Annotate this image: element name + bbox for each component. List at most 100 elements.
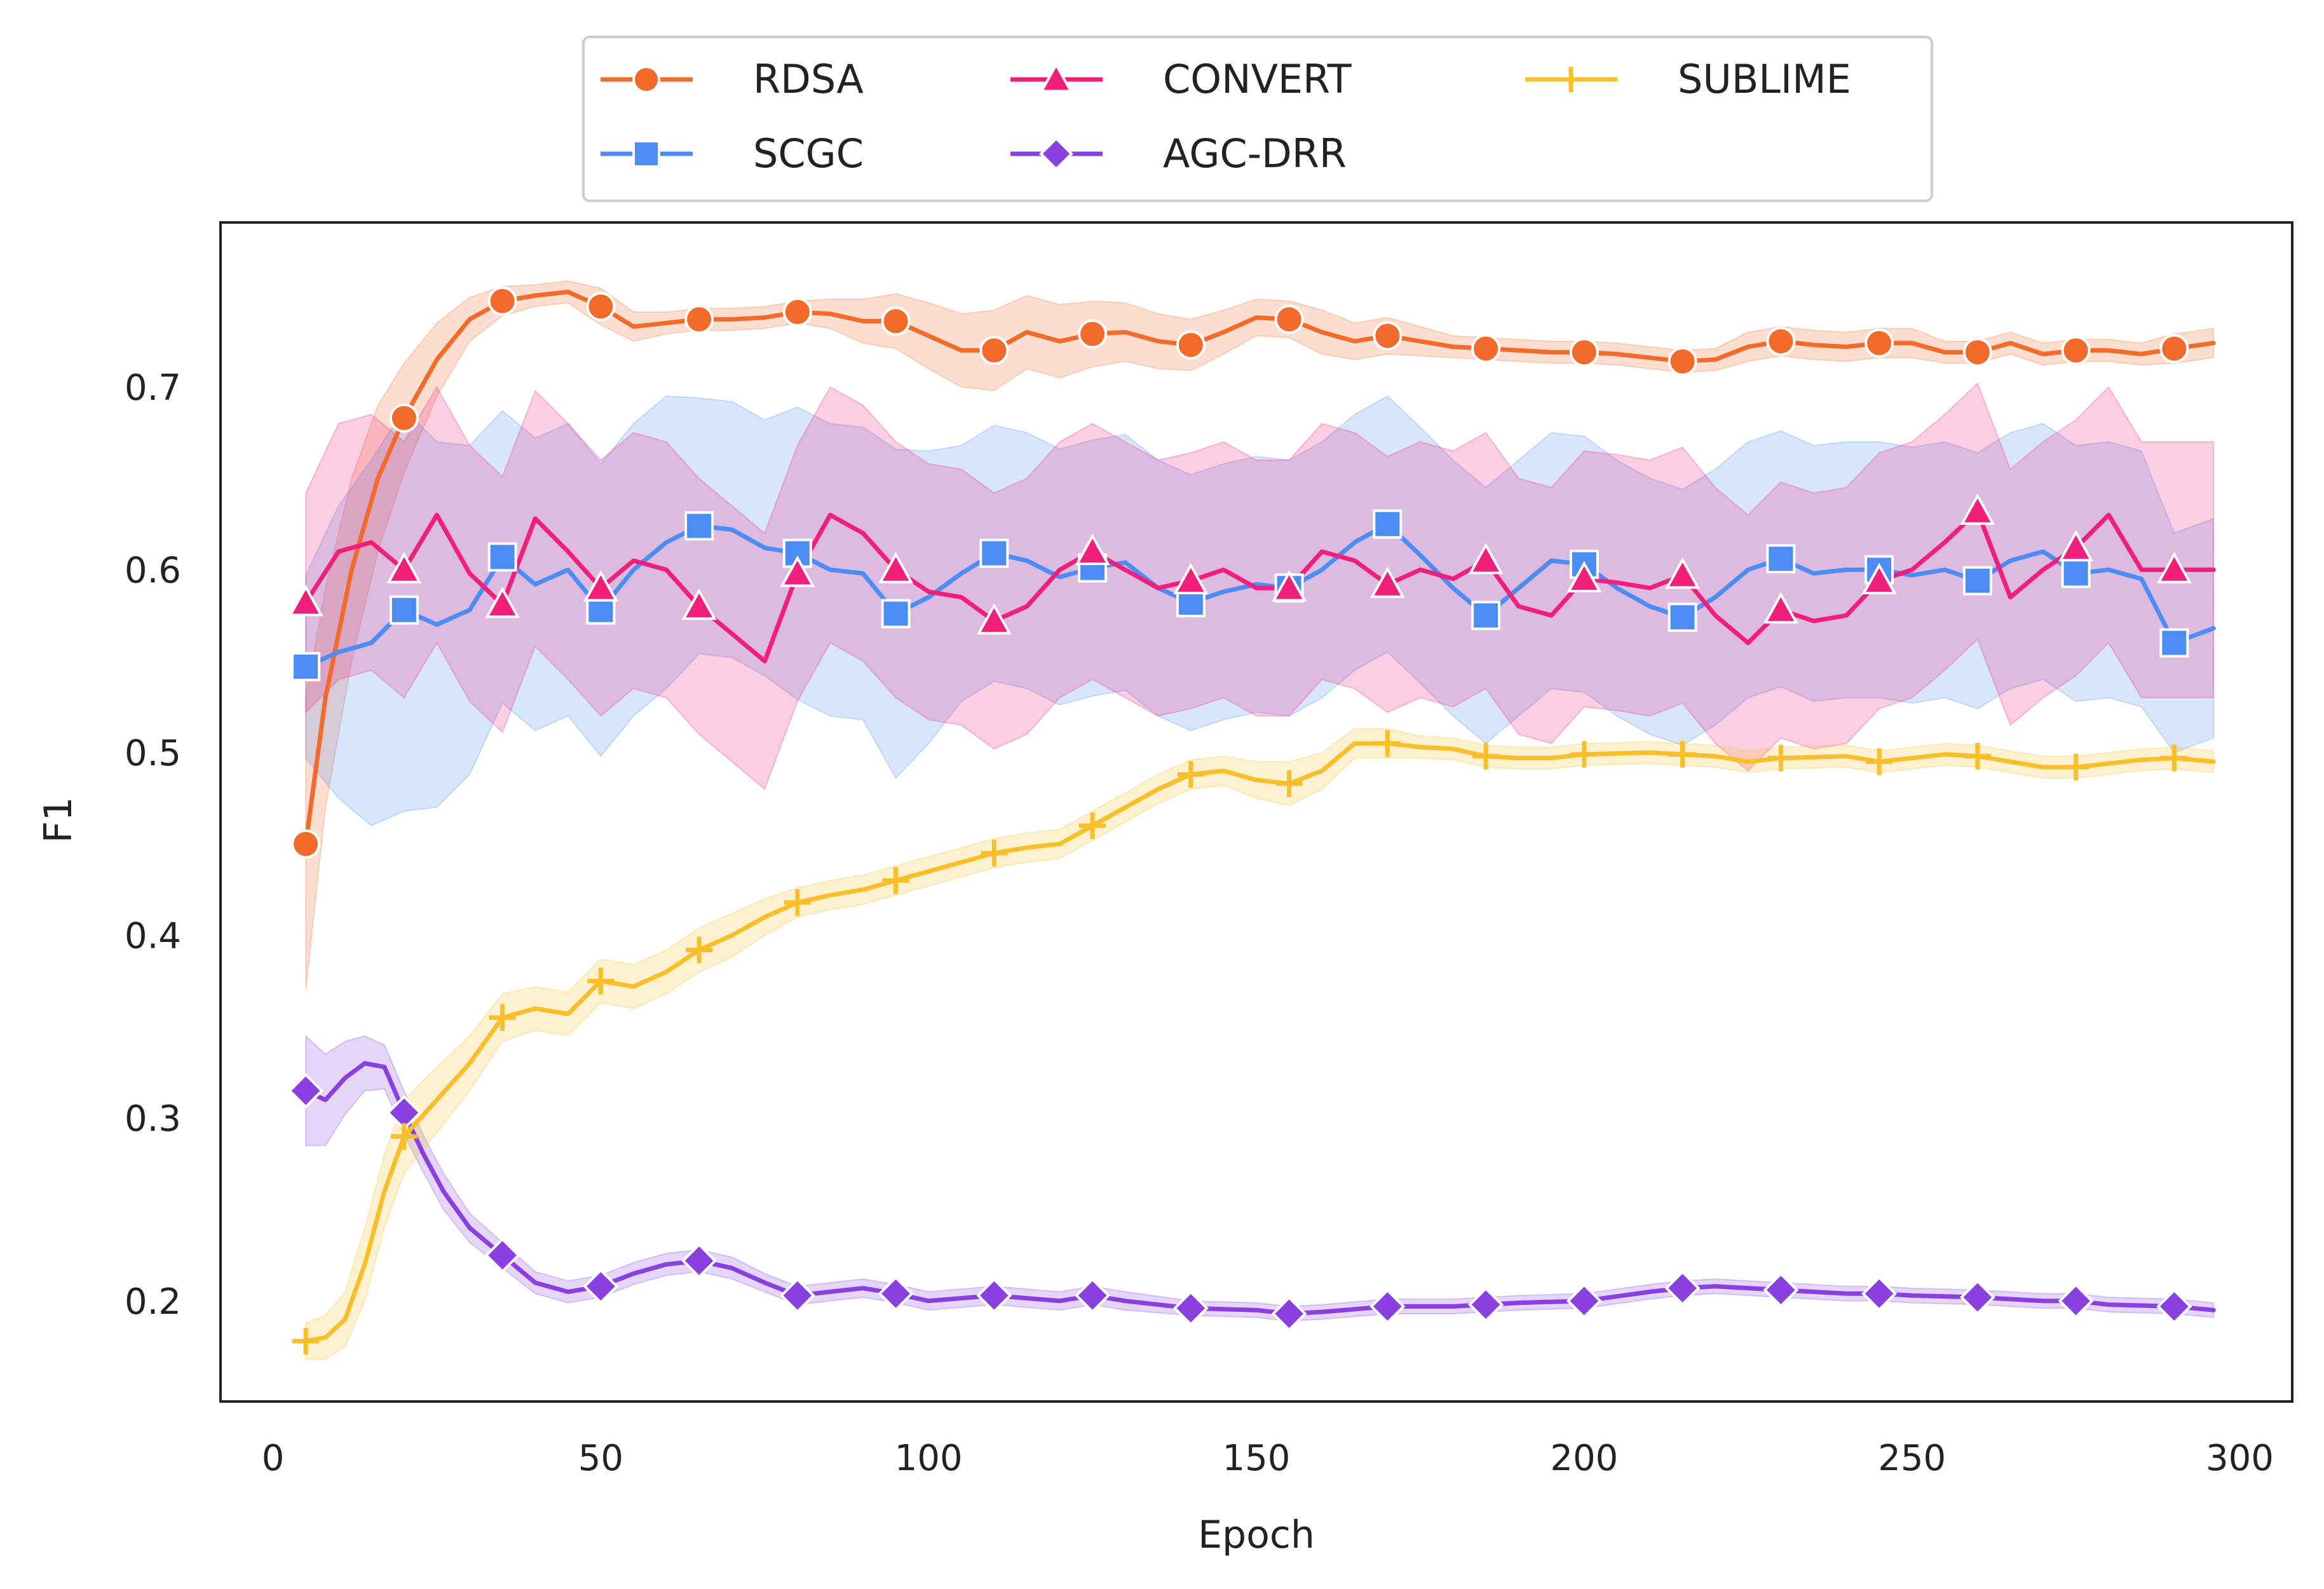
rdsa-marker: [1471, 334, 1501, 364]
sublime-marker: [1472, 742, 1500, 770]
sublime-marker: [390, 1122, 418, 1150]
convert-marker: [386, 552, 422, 583]
legend-label-agc-drr: AGC-DRR: [1163, 130, 1347, 177]
agc-drr-line: [303, 1061, 2216, 1316]
sublime-marker: [1964, 742, 1991, 770]
convert-marker: [1075, 533, 1110, 565]
scgc-marker: [291, 651, 321, 681]
scgc-marker: [881, 599, 911, 629]
series-markers: [288, 286, 2192, 1355]
scgc-marker: [2159, 628, 2189, 658]
convert-marker: [1173, 563, 1209, 595]
legend-label-rdsa: RDSA: [753, 56, 864, 102]
rdsa-marker: [2159, 334, 2189, 364]
scgc-marker: [1471, 601, 1501, 631]
sublime-marker: [784, 889, 811, 916]
y-tick-label: 0.5: [125, 733, 181, 774]
y-axis-ticks: 0.2 0.3 0.4 0.5 0.6 0.7: [125, 367, 181, 1323]
agc-drr-marker: [1369, 1288, 1406, 1325]
y-tick-label: 0.7: [125, 367, 181, 409]
scgc-marker: [979, 538, 1009, 568]
x-tick-label: 200: [1550, 1438, 1618, 1479]
plot-frame: [219, 221, 2293, 1403]
convert-marker: [1763, 592, 1798, 624]
sublime-marker: [292, 1328, 320, 1355]
y-tick-label: 0.4: [125, 916, 181, 957]
agc-drr-marker: [1763, 1272, 1799, 1308]
scgc-marker: [1668, 603, 1697, 632]
convert-marker: [976, 603, 1012, 635]
legend-marker-convert: [1039, 62, 1073, 93]
agc-drr-marker: [2058, 1283, 2094, 1319]
legend-label-scgc: SCGC: [753, 130, 864, 177]
scgc-band: [305, 395, 2215, 827]
rdsa-marker: [1274, 304, 1304, 334]
scgc-marker: [684, 511, 714, 541]
y-tick-label: 0.6: [125, 550, 181, 591]
agc-drr-band: [305, 1034, 2215, 1322]
rdsa-marker: [1176, 330, 1206, 360]
sublime-band: [305, 728, 2215, 1360]
scgc-marker: [389, 595, 419, 625]
rdsa-marker: [586, 292, 616, 322]
sublime-marker: [1079, 812, 1106, 840]
convert-marker: [878, 552, 914, 583]
rdsa-marker: [1865, 328, 1894, 358]
convert-marker: [1566, 561, 1602, 593]
rdsa-marker: [291, 829, 321, 859]
x-tick-label: 300: [2206, 1438, 2274, 1479]
convert-marker: [1665, 557, 1701, 589]
y-axis-label: F1: [36, 797, 81, 843]
convert-marker: [485, 586, 520, 618]
rdsa-marker: [782, 297, 812, 327]
rdsa-marker: [1373, 321, 1403, 351]
x-tick-label: 100: [895, 1438, 963, 1479]
sublime-marker: [1866, 748, 1893, 775]
sublime-marker: [2062, 754, 2090, 781]
x-tick-label: 50: [578, 1438, 623, 1479]
legend-label-convert: CONVERT: [1163, 56, 1352, 102]
y-tick-label: 0.2: [125, 1281, 181, 1323]
agc-drr-marker: [976, 1278, 1012, 1314]
legend-marker-agc-drr: [1039, 137, 1073, 171]
rdsa-marker: [881, 306, 911, 336]
agc-drr-marker: [1861, 1276, 1898, 1312]
agc-drr-marker: [1075, 1278, 1111, 1314]
convert-marker: [1468, 542, 1504, 575]
agc-drr-marker: [779, 1278, 815, 1314]
convert-marker: [1960, 493, 1995, 525]
x-axis-ticks: 0 50 100 150 200 250 300: [262, 1438, 2274, 1479]
sublime-marker: [2161, 744, 2188, 772]
convert-marker: [1861, 563, 1897, 595]
x-tick-label: 0: [262, 1438, 285, 1479]
sublime-marker: [587, 967, 615, 995]
scgc-marker: [487, 542, 517, 572]
scgc-marker: [1766, 544, 1796, 574]
convert-marker: [1272, 569, 1307, 602]
rdsa-marker: [2061, 336, 2091, 365]
legend-label-sublime: SUBLIME: [1678, 56, 1851, 102]
agc-drr-marker: [583, 1268, 619, 1304]
rdsa-marker: [1962, 338, 1992, 367]
rdsa-marker: [389, 403, 419, 433]
legend: RDSA SCGC CONVERT AGC-DRR SUBLIME: [582, 36, 1933, 202]
scgc-marker: [2061, 559, 2091, 589]
scgc-marker: [1962, 566, 1992, 596]
rdsa-marker: [1078, 319, 1108, 349]
rdsa-band: [305, 280, 2215, 991]
rdsa-marker: [979, 336, 1009, 365]
sublime-marker: [882, 867, 909, 894]
agc-drr-marker: [1172, 1290, 1209, 1326]
convert-marker: [780, 555, 815, 587]
sublime-marker: [489, 1004, 516, 1032]
legend-marker-rdsa: [632, 65, 660, 93]
legend-marker-scgc: [632, 140, 660, 168]
x-tick-label: 250: [1878, 1438, 1946, 1479]
sublime-marker: [1177, 761, 1204, 788]
convert-marker: [288, 584, 323, 617]
agc-drr-marker: [1271, 1295, 1307, 1332]
sublime-marker: [1767, 744, 1795, 772]
convert-marker: [2058, 529, 2094, 562]
rdsa-marker: [1766, 326, 1796, 356]
